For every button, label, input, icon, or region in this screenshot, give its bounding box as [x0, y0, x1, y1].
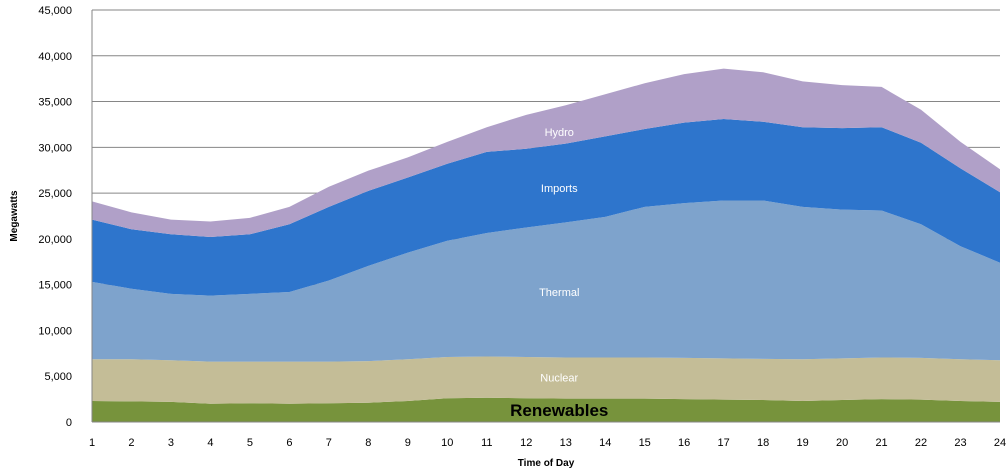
x-axis-title: Time of Day: [518, 458, 575, 469]
area-label-hydro: Hydro: [545, 127, 574, 139]
y-tick-labels: 0 5,000 10,000 15,000 20,000 25,000 30,000 35,0…: [38, 5, 72, 429]
y-tick-label: 15,000: [38, 280, 72, 292]
x-tick-label: 7: [326, 437, 332, 449]
x-tick-label: 6: [286, 437, 292, 449]
area-renewables: [92, 397, 1000, 422]
x-tick-label: 20: [836, 437, 848, 449]
y-tick-label: 35,000: [38, 97, 72, 109]
y-tick-label: 10,000: [38, 325, 72, 337]
x-tick-label: 12: [520, 437, 532, 449]
y-tick-label: 40,000: [38, 51, 72, 63]
x-tick-label: 15: [639, 437, 651, 449]
x-tick-label: 23: [954, 437, 966, 449]
x-tick-label: 14: [599, 437, 611, 449]
area-labels: Renewables Nuclear Thermal Imports Hydro: [510, 127, 608, 420]
y-tick-label: 5,000: [44, 371, 72, 383]
x-tick-label: 11: [481, 437, 492, 449]
y-tick-label: 0: [66, 417, 72, 429]
x-tick-label: 22: [915, 437, 927, 449]
y-tick-label: 30,000: [38, 142, 72, 154]
area-hydro: [92, 68, 1000, 238]
area-label-thermal: Thermal: [539, 287, 579, 299]
axes: [91, 10, 1000, 423]
x-tick-label: 19: [796, 437, 808, 449]
x-tick-label: 21: [875, 437, 887, 449]
x-tick-label: 5: [247, 437, 253, 449]
series-areas: [92, 68, 1000, 422]
x-tick-label: 3: [168, 437, 174, 449]
x-tick-label: 18: [757, 437, 769, 449]
area-nuclear: [92, 356, 1000, 404]
area-imports: [92, 118, 1000, 296]
x-tick-label: 16: [678, 437, 690, 449]
x-tick-label: 10: [441, 437, 453, 449]
y-tick-label: 20,000: [38, 234, 72, 246]
area-label-renewables: Renewables: [510, 401, 608, 420]
y-axis-title: Megawatts: [9, 190, 20, 242]
x-tick-label: 17: [718, 437, 730, 449]
x-tick-label: 9: [405, 437, 411, 449]
area-thermal: [92, 200, 1000, 362]
area-label-imports: Imports: [541, 183, 578, 195]
x-tick-labels: 1 2 3 4 5 6 7 8 9 10 11 12 13 14 15 16 17 18 19 20 21 22 23 24: [89, 437, 1006, 449]
y-tick-label: 45,000: [38, 5, 72, 17]
area-label-nuclear: Nuclear: [540, 373, 578, 385]
x-tick-label: 1: [89, 437, 95, 449]
x-tick-label: 4: [207, 437, 213, 449]
x-tick-label: 13: [560, 437, 572, 449]
x-tick-label: 2: [128, 437, 134, 449]
y-tick-label: 25,000: [38, 188, 72, 200]
x-tick-label: 8: [365, 437, 371, 449]
x-tick-label: 24: [994, 437, 1006, 449]
